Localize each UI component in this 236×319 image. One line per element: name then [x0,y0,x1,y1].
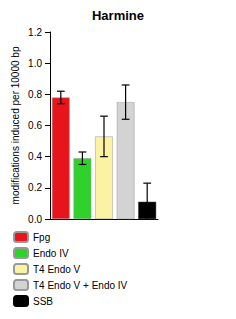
svg-text:0.4: 0.4 [28,151,42,162]
svg-text:0.6: 0.6 [28,120,42,131]
svg-text:T4 Endo V: T4 Endo V [33,264,81,275]
svg-text:T4 Endo V + Endo IV: T4 Endo V + Endo IV [33,280,128,291]
svg-text:1.0: 1.0 [28,58,42,69]
svg-text:Endo IV: Endo IV [33,248,69,259]
svg-text:Fpg: Fpg [33,232,50,243]
svg-text:0.8: 0.8 [28,89,42,100]
svg-text:modifications induced per 1000: modifications induced per 10000 bp [10,46,21,204]
svg-text:SSB: SSB [33,296,53,307]
svg-text:1.2: 1.2 [28,27,42,38]
svg-text:0.0: 0.0 [28,214,42,225]
svg-text:Harmine: Harmine [92,8,144,23]
svg-text:0.2: 0.2 [28,182,42,193]
